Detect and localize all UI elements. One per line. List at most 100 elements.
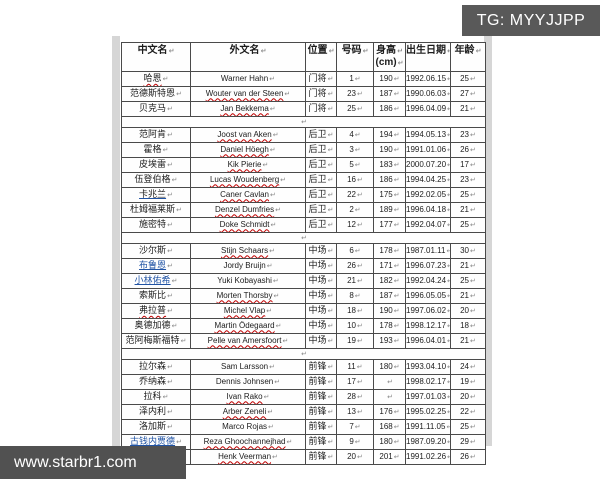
separator-cell: ↵	[121, 116, 486, 128]
table-row: 霍格↵Daniel Höegh↵后卫↵3↵190↵1991.01.06↵26↵	[121, 142, 486, 158]
end-of-cell-mark: ↵	[447, 76, 449, 83]
player-age: 23	[460, 129, 470, 139]
player-height: 177	[379, 219, 393, 229]
column-header: 外文名↵	[190, 42, 306, 72]
player-cn-name[interactable]: 古钱内贾德	[130, 436, 176, 446]
player-cn-name: 杜姆福莱斯	[130, 204, 176, 214]
player-cn-name: 弗拉普	[139, 305, 167, 315]
end-of-cell-mark: ↵	[357, 322, 363, 330]
player-birthdate: 1992.04.24	[406, 275, 447, 285]
end-of-cell-mark: ↵	[393, 191, 400, 199]
end-of-cell-mark: ↵	[357, 393, 363, 401]
end-of-cell-mark: ↵	[470, 423, 476, 431]
cell-height: 193↵	[373, 333, 406, 349]
cell-cn-name: 布鲁恩↵	[121, 258, 191, 274]
cell-number: 5↵	[336, 157, 374, 173]
player-height: 194	[379, 129, 393, 139]
end-of-cell-mark: ↵	[470, 277, 476, 285]
table-row: 洛加斯↵Marco Rojas↵前锋↵7↵168↵1991.11.05↵25↵	[121, 419, 486, 435]
cell-position: 中场↵	[305, 333, 337, 349]
end-of-cell-mark: ↵	[354, 206, 361, 214]
end-of-cell-mark: ↵	[447, 263, 449, 270]
cell-en-name: Wouter van der Steen↵	[190, 86, 306, 102]
cell-age: 26↵	[450, 449, 486, 465]
player-number: 16	[347, 174, 357, 184]
table-row: 乔纳森↵Dennis Johnsen↵前锋↵17↵↵1998.02.17↵19↵	[121, 374, 486, 390]
cell-position: 后卫↵	[305, 172, 337, 188]
player-cn-name: 皮埃雷	[139, 159, 167, 169]
end-of-cell-mark: ↵	[357, 262, 363, 270]
end-of-cell-mark: ↵	[470, 307, 476, 315]
end-of-cell-mark: ↵	[167, 263, 173, 270]
player-en-name: Stijn Schaars	[220, 245, 269, 255]
end-of-cell-mark: ↵	[470, 292, 476, 300]
player-position: 后卫	[308, 204, 327, 214]
player-height: 187	[379, 290, 393, 300]
cell-cn-name: 杜姆福莱斯↵	[121, 202, 191, 218]
end-of-cell-mark: ↵	[269, 247, 275, 255]
player-position: 后卫	[308, 144, 327, 154]
end-of-cell-mark: ↵	[357, 337, 363, 345]
cell-height: ↵	[373, 374, 406, 390]
cell-birthdate: 1993.04.10↵	[405, 359, 451, 375]
cell-birthdate: 1987.01.11↵	[405, 243, 451, 259]
player-cn-name[interactable]: 布鲁恩	[139, 260, 167, 270]
player-position: 前锋	[308, 436, 327, 446]
player-number: 1	[349, 73, 354, 83]
cell-birthdate: 1991.01.06↵	[405, 142, 451, 158]
cell-height: 178↵	[373, 318, 406, 334]
cell-birthdate: 1991.11.05↵	[405, 419, 451, 435]
cell-height: 190↵	[373, 71, 406, 87]
cell-cn-name: 拉科↵	[121, 389, 191, 405]
end-of-cell-mark: ↵	[168, 48, 175, 55]
cell-number: 16↵	[336, 172, 374, 188]
player-height: 180	[379, 436, 393, 446]
player-birthdate: 1996.04.18	[406, 204, 447, 214]
column-header: 年龄↵	[450, 42, 486, 72]
end-of-cell-mark: ↵	[393, 247, 400, 255]
player-position: 中场	[308, 275, 327, 285]
player-cn-name: 施密特	[139, 219, 167, 229]
player-cn-name: 卡兆兰	[139, 189, 167, 199]
end-of-cell-mark: ↵	[397, 60, 404, 67]
player-cn-name: 伍登伯格	[134, 174, 171, 184]
end-of-cell-mark: ↵	[447, 323, 449, 330]
player-number: 3	[349, 144, 354, 154]
cell-cn-name: 范德斯特恩↵	[121, 86, 191, 102]
cell-position: 后卫↵	[305, 157, 337, 173]
end-of-cell-mark: ↵	[262, 161, 269, 169]
cell-number: 26↵	[336, 258, 374, 274]
cell-number: 19↵	[336, 333, 374, 349]
end-of-cell-mark: ↵	[470, 146, 476, 154]
player-birthdate: 1987.09.20	[406, 436, 447, 446]
player-birthdate: 1991.11.05	[406, 421, 446, 431]
end-of-cell-mark: ↵	[393, 90, 400, 98]
end-of-cell-mark: ↵	[275, 206, 281, 214]
player-birthdate: 1996.04.09	[406, 103, 447, 113]
player-height: 168	[379, 421, 393, 431]
cell-age: 25↵	[450, 273, 486, 289]
player-cn-name[interactable]: 小林佑希	[134, 275, 171, 285]
player-birthdate: 1994.05.13	[406, 129, 447, 139]
cell-birthdate: 1992.02.05↵	[405, 187, 451, 203]
end-of-cell-mark: ↵	[282, 337, 289, 345]
player-cn-name: 范德斯特恩	[130, 88, 176, 98]
cell-position: 中场↵	[305, 318, 337, 334]
cell-age: 21↵	[450, 288, 486, 304]
player-cn-name: 拉科	[143, 391, 162, 401]
end-of-cell-mark: ↵	[470, 131, 476, 139]
column-header-label: 身高	[376, 45, 397, 56]
end-of-cell-mark: ↵	[327, 132, 334, 139]
player-en-name: Yuki Kobayashi	[217, 275, 272, 285]
table-row: 范阿肯↵Joost van Aken↵后卫↵4↵194↵1994.05.13↵2…	[121, 127, 486, 143]
player-height: 186	[379, 103, 393, 113]
column-header-label: 年龄	[454, 45, 475, 56]
cell-position: 后卫↵	[305, 187, 337, 203]
end-of-cell-mark: ↵	[397, 48, 403, 55]
cell-position: 中场↵	[305, 258, 337, 274]
end-of-cell-mark: ↵	[327, 338, 334, 345]
player-age: 25	[460, 421, 470, 431]
player-cn-name: 索斯比	[139, 290, 167, 300]
table-row: 弗拉普↵Michel Vlap↵中场↵18↵190↵1997.06.02↵20↵	[121, 303, 486, 319]
cell-cn-name: 伍登伯格↵	[121, 172, 191, 188]
